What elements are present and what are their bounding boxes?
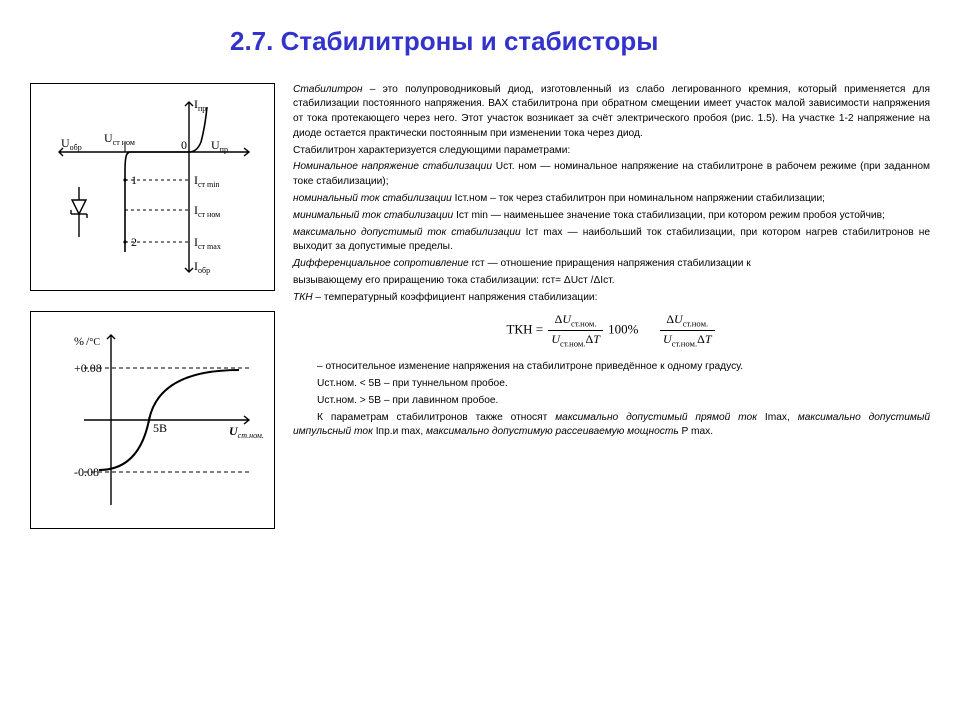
label-one: 1: [131, 173, 137, 187]
label-ytop: +0.08: [74, 361, 102, 375]
label-uobr: Uобр: [61, 136, 82, 152]
para-rst: Дифференциальное сопротивление rст — отн…: [293, 257, 930, 272]
label-iobr: Iобр: [194, 259, 210, 275]
label-ustnom-axis: Uст.ном.: [229, 424, 264, 440]
label-istmin: Iст min: [194, 173, 220, 189]
section-title: 2.7. Стабилитроны и стабисторы: [230, 25, 930, 58]
label-zero: 0: [181, 138, 187, 152]
para-avalanche: Uст.ном. > 5В – при лавинном пробое.: [293, 394, 930, 409]
label-yunit: %/°C: [74, 334, 100, 348]
para-rst2: вызывающему его приращению тока стабилиз…: [293, 274, 930, 289]
label-5b: 5В: [153, 421, 167, 435]
text-column: Стабилитрон – это полупроводниковый диод…: [293, 83, 930, 529]
content-row: Iпр Uобр Uст ном Uпр 0 Iст min Iст ном I…: [30, 83, 930, 529]
para-definition: Стабилитрон – это полупроводниковый диод…: [293, 83, 930, 142]
para-tkn: ТКН – температурный коэффициент напряжен…: [293, 291, 930, 306]
label-istnom: Iст ном: [194, 203, 220, 219]
para-inom: номинальный ток стабилизации Iст.ном – т…: [293, 192, 930, 207]
figure-tkn-curve: %/°C +0.08 -0.08 5В Uст.ном.: [30, 311, 275, 529]
para-extra-params: К параметрам стабилитронов также относят…: [293, 411, 930, 441]
figure-iv-curve: Iпр Uобр Uст ном Uпр 0 Iст min Iст ном I…: [30, 83, 275, 291]
figures-column: Iпр Uобр Uст ном Uпр 0 Iст min Iст ном I…: [30, 83, 275, 529]
formula-tkn: ТКН = ΔUст.ном. Uст.ном.ΔT 100% ΔUст.ном…: [293, 311, 930, 350]
para-imin: минимальный ток стабилизации Iст min — н…: [293, 209, 930, 224]
para-relative: – относительное изменение напряжения на …: [293, 360, 930, 375]
label-istmax: Iст max: [194, 235, 221, 251]
para-imax: максимально допустимый ток стабилизации …: [293, 226, 930, 256]
label-upr: Uпр: [211, 138, 228, 154]
label-two: 2: [131, 235, 137, 249]
para-unom: Номинальное напряжение стабилизации Uст.…: [293, 160, 930, 190]
label-ipr: Iпр: [194, 97, 206, 113]
label-ustnom: Uст ном: [104, 131, 135, 147]
para-tunnel: Uст.ном. < 5В – при туннельном пробое.: [293, 377, 930, 392]
label-ybot: -0.08: [74, 465, 99, 479]
para-params-lead: Стабилитрон характеризуется следующими п…: [293, 144, 930, 159]
